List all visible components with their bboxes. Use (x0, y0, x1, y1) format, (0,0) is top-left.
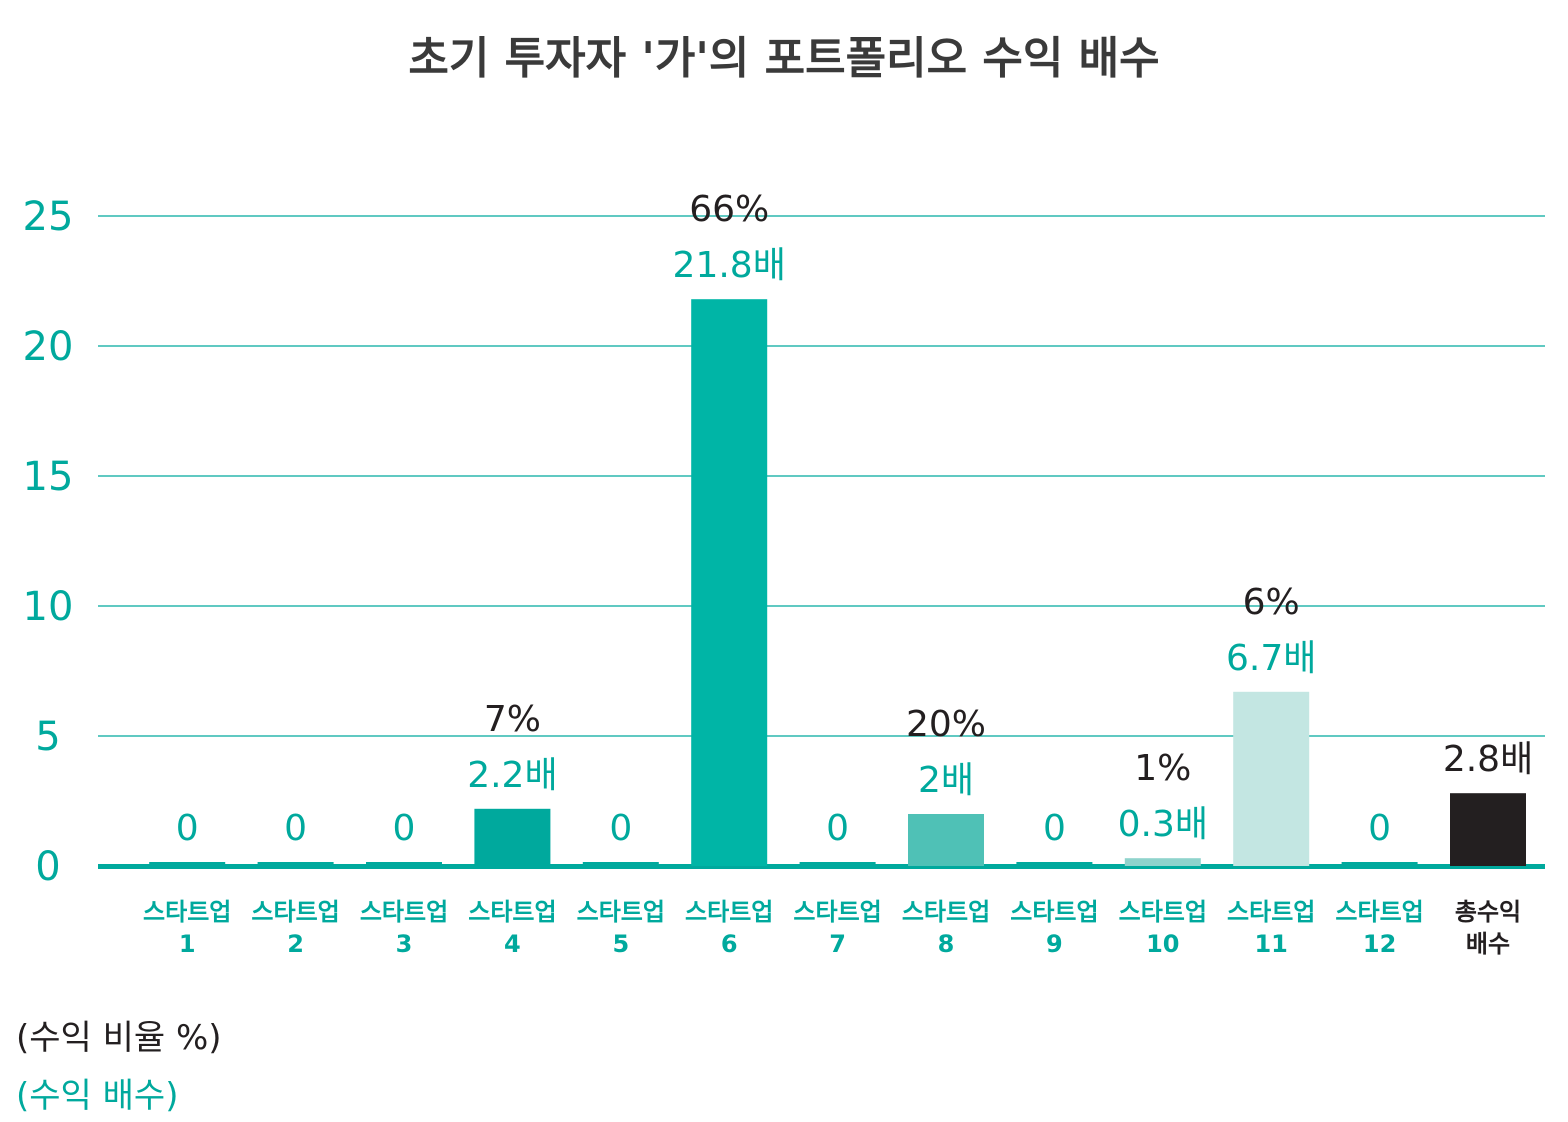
x-tick-label: 스타트업 (793, 898, 881, 926)
x-axis-baseline (98, 864, 1545, 869)
y-tick-label: 25 (23, 194, 74, 240)
y-tick-label: 5 (35, 714, 60, 760)
chart-title: 초기 투자자 '가'의 포트폴리오 수익 배수 (408, 33, 1160, 84)
x-tick-label: 11 (1254, 930, 1287, 958)
y-tick-label: 15 (23, 454, 74, 500)
x-tick-label: 스타트업 (360, 898, 448, 926)
bar (691, 299, 768, 866)
legend-percent: (수익 비율 %) (16, 1018, 222, 1058)
x-tick-label: 스타트업 (1119, 898, 1207, 926)
x-tick-label: 스타트업 (902, 898, 990, 926)
x-tick-label: 4 (504, 930, 521, 958)
x-tick-label: 스타트업 (1227, 898, 1315, 926)
x-tick-label: 8 (938, 930, 955, 958)
bar (1233, 691, 1310, 866)
percent-label: 1% (1134, 748, 1191, 789)
percent-label: 6% (1243, 582, 1300, 623)
percent-label: 20% (906, 704, 986, 745)
value-label: 0 (284, 808, 307, 849)
y-tick-label: 0 (35, 844, 60, 890)
legend-multiple: (수익 배수) (16, 1076, 179, 1116)
bar (474, 808, 551, 866)
x-tick-label: 2 (287, 930, 304, 958)
x-tick-label: 6 (721, 930, 738, 958)
value-label: 21.8배 (673, 245, 786, 286)
value-label: 6.7배 (1226, 638, 1316, 679)
y-tick-label: 10 (23, 584, 74, 630)
bar (1341, 862, 1418, 866)
x-tick-label: 12 (1363, 930, 1396, 958)
value-label: 0 (1368, 808, 1391, 849)
value-label: 0.3배 (1118, 804, 1208, 845)
bar (366, 862, 442, 866)
x-tick-label: 스타트업 (251, 898, 339, 926)
bar (1450, 793, 1526, 866)
x-tick-label: 스타트업 (1010, 898, 1098, 926)
x-tick-label: 배수 (1466, 930, 1510, 958)
x-tick-label: 총수익 (1455, 898, 1521, 926)
bar (1016, 862, 1093, 866)
x-tick-label: 1 (179, 930, 196, 958)
value-label: 0 (609, 808, 632, 849)
bar (1124, 858, 1201, 866)
x-tick-label: 7 (829, 930, 846, 958)
x-tick-label: 10 (1146, 930, 1179, 958)
value-label: 2.8배 (1443, 739, 1533, 780)
x-tick-label: 5 (612, 930, 629, 958)
x-tick-label: 스타트업 (1335, 898, 1423, 926)
x-tick-label: 9 (1046, 930, 1063, 958)
value-label: 2배 (918, 760, 974, 801)
bar (149, 862, 226, 866)
x-tick-label: 스타트업 (685, 898, 773, 926)
x-tick-label: 스타트업 (577, 898, 665, 926)
value-label: 0 (826, 808, 849, 849)
x-tick-label: 스타트업 (143, 898, 231, 926)
bar (582, 862, 659, 866)
bar (799, 862, 876, 866)
percent-label: 66% (689, 189, 769, 230)
value-label: 0 (393, 808, 416, 849)
bar (257, 862, 334, 866)
value-label: 2.2배 (467, 755, 557, 796)
x-tick-label: 3 (396, 930, 413, 958)
y-tick-label: 20 (23, 324, 74, 370)
percent-label: 7% (484, 699, 541, 740)
bar (908, 814, 984, 866)
value-label: 0 (176, 808, 199, 849)
value-label: 0 (1043, 808, 1066, 849)
x-tick-label: 스타트업 (468, 898, 556, 926)
